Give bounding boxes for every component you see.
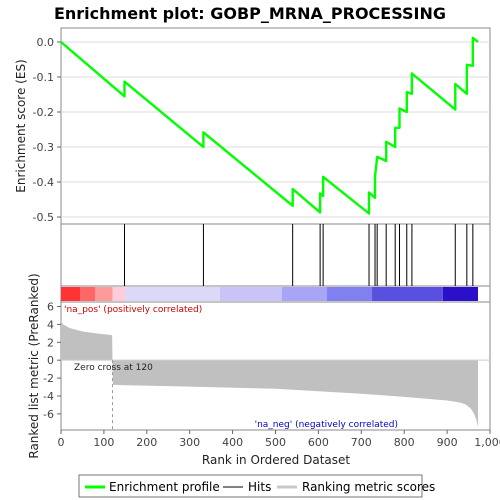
color-bar-segment (219, 287, 282, 301)
color-bar-segment (372, 287, 443, 301)
ranking-y-tick-label: -6 (43, 408, 54, 421)
ranking-y-axis-title: Ranked list metric (PreRanked) (27, 273, 41, 458)
legend-ranking-label: Ranking metric scores (302, 480, 435, 494)
es-y-tick-label: -0.1 (33, 71, 54, 84)
color-bar-segment (125, 287, 220, 301)
es-y-ticks: 0.0 -0.1 -0.2 -0.3 -0.4 -0.5 (33, 36, 61, 224)
ranking-y-tick-label: 6 (47, 300, 54, 313)
es-y-tick-label: -0.5 (33, 211, 54, 224)
ranking-y-tick-label: 2 (47, 336, 54, 349)
zero-cross-label: Zero cross at 120 (74, 363, 153, 373)
color-bar-segment (281, 287, 327, 301)
x-tick-label: 100 (93, 436, 114, 449)
x-tick-label: 700 (351, 436, 372, 449)
ranking-metric-fill (61, 320, 478, 428)
color-bar-segment (80, 287, 96, 301)
ranking-metric-area (61, 320, 490, 430)
color-bar-segment (61, 287, 81, 301)
x-tick-label: 200 (136, 436, 157, 449)
ranking-y-tick-label: 4 (47, 318, 54, 331)
color-bar (61, 287, 478, 301)
es-grid (61, 41, 490, 218)
es-y-tick-label: -0.4 (33, 176, 54, 189)
es-y-tick-label: -0.3 (33, 141, 54, 154)
color-bar-segment (95, 287, 113, 301)
hits-panel (60, 223, 491, 287)
x-tick-label: 0 (58, 436, 65, 449)
color-bar-segment (112, 287, 126, 301)
pos-correlated-label: 'na_pos' (positively correlated) (64, 305, 202, 315)
es-y-tick-label: -0.2 (33, 106, 54, 119)
legend-hits-label: Hits (248, 480, 271, 494)
x-tick-label: 1,000 (474, 436, 500, 449)
color-bar-segment (442, 287, 478, 301)
x-tick-label: 500 (265, 436, 286, 449)
chart-title: Enrichment plot: GOBP_MRNA_PROCESSING (54, 4, 446, 23)
ranking-x-ticks: 0 100 200 300 400 500 600 700 800 900 1,000 (58, 430, 500, 449)
neg-correlated-label: 'na_neg' (negatively correlated) (255, 420, 398, 430)
x-tick-label: 800 (394, 436, 415, 449)
legend-box (78, 474, 423, 498)
x-tick-label: 900 (437, 436, 458, 449)
es-line-group (60, 36, 479, 215)
x-tick-label: 600 (308, 436, 329, 449)
ranking-y-tick-label: 0 (47, 354, 54, 367)
x-tick-label: 300 (179, 436, 200, 449)
color-bar-segment (326, 287, 373, 301)
ranking-y-ticks: 6 4 2 0 -2 -4 -6 (43, 300, 61, 421)
hits-group (123, 224, 474, 286)
legend-enrichment-label: Enrichment profile (109, 480, 220, 494)
enrichment-profile-line (60, 36, 479, 215)
es-panel (60, 27, 491, 225)
es-y-tick-label: 0.0 (37, 36, 55, 49)
ranking-y-tick-label: -4 (43, 390, 54, 403)
es-y-axis-title: Enrichment score (ES) (14, 59, 28, 192)
ranking-y-tick-label: -2 (43, 372, 54, 385)
x-axis-title: Rank in Ordered Dataset (202, 453, 350, 467)
x-tick-label: 400 (222, 436, 243, 449)
